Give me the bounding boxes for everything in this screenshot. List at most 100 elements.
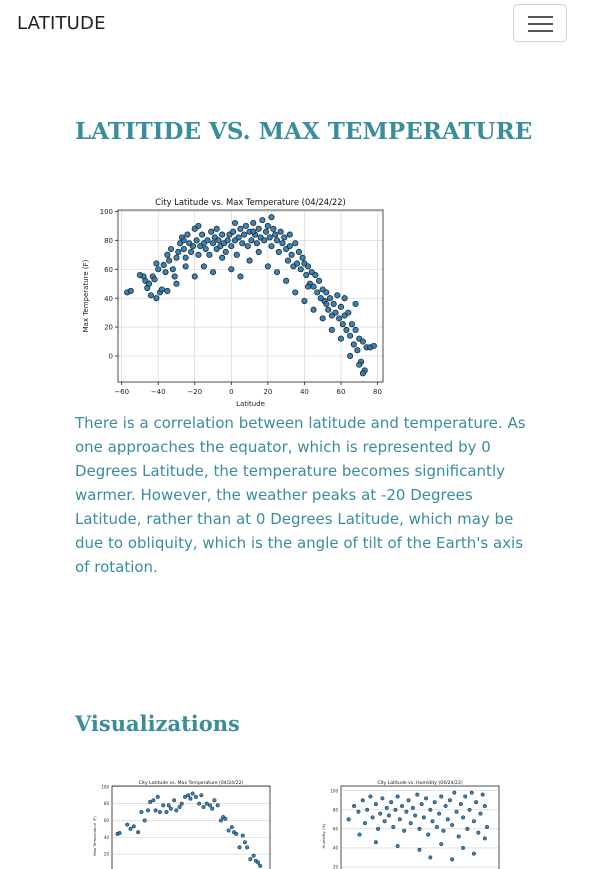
data-point <box>299 254 306 261</box>
navbar: LATITUDE <box>0 0 606 48</box>
data-point <box>326 295 334 302</box>
data-point <box>166 803 171 808</box>
data-point <box>245 845 250 850</box>
data-point <box>273 237 281 244</box>
data-point <box>450 823 455 828</box>
y-tick-label: 40 <box>104 295 113 303</box>
x-tick-label: 80 <box>373 388 382 396</box>
data-point <box>229 825 234 830</box>
data-point <box>218 818 223 823</box>
data-point <box>312 271 319 279</box>
navbar-brand[interactable]: LATITUDE <box>17 13 106 34</box>
data-point <box>240 833 245 838</box>
data-point <box>368 794 373 799</box>
data-point <box>284 257 292 264</box>
data-point <box>231 219 239 227</box>
data-point <box>128 826 133 831</box>
data-point <box>336 315 343 322</box>
data-point <box>426 832 431 837</box>
y-tick-label: 0 <box>109 353 113 361</box>
data-point <box>347 352 354 360</box>
data-point <box>286 231 293 238</box>
data-point <box>354 347 361 354</box>
data-point <box>393 807 398 812</box>
data-point <box>212 798 217 803</box>
data-point <box>480 792 485 797</box>
data-point <box>233 251 240 258</box>
data-point <box>315 277 323 284</box>
data-point <box>310 306 317 313</box>
chart-title: City Latitude vs. Max Temperature (04/24… <box>155 197 346 207</box>
data-point <box>456 834 461 839</box>
data-point <box>437 811 442 816</box>
thumbnail-max-temperature-chart[interactable]: City Latitude vs. Max Temperature (04/24… <box>88 778 278 869</box>
data-point <box>146 280 153 287</box>
data-point <box>250 219 257 227</box>
data-point <box>454 809 459 814</box>
data-point <box>382 819 387 824</box>
data-point <box>399 803 405 809</box>
data-point <box>303 271 310 279</box>
data-point <box>188 796 193 801</box>
data-point <box>348 321 355 328</box>
data-point <box>286 243 293 250</box>
data-point <box>339 321 346 328</box>
data-point <box>476 830 481 835</box>
data-point <box>391 824 396 829</box>
data-point <box>161 803 166 808</box>
data-point <box>270 225 277 232</box>
data-point <box>167 245 175 253</box>
data-point <box>295 248 302 255</box>
data-point <box>215 803 220 808</box>
data-point <box>404 809 409 814</box>
x-tick-label: 20 <box>263 388 272 396</box>
data-point <box>408 821 413 826</box>
data-point <box>153 295 160 302</box>
data-point <box>239 240 246 247</box>
data-point <box>323 300 330 307</box>
data-point <box>206 251 213 258</box>
data-point <box>266 234 273 241</box>
thumbnail-humidity-chart[interactable]: City Latitude vs. Humidity (04/24/22) 20 4… <box>317 778 507 869</box>
y-tick-label: 60 <box>333 826 339 831</box>
data-point <box>164 287 171 294</box>
data-point <box>209 240 217 247</box>
data-point <box>208 803 213 808</box>
data-point <box>250 228 257 235</box>
data-point <box>450 857 455 862</box>
data-point <box>288 251 295 258</box>
data-point <box>337 335 345 342</box>
section-heading-visualizations: Visualizations <box>75 711 240 736</box>
data-point <box>469 790 474 795</box>
navbar-toggle-button[interactable] <box>513 4 567 42</box>
data-point <box>356 361 363 368</box>
data-point <box>237 273 244 280</box>
data-point <box>125 822 130 827</box>
data-point <box>228 266 235 273</box>
data-point <box>447 798 452 803</box>
data-point <box>386 813 391 818</box>
data-point <box>195 251 202 258</box>
data-point <box>428 855 433 860</box>
data-point <box>180 245 187 253</box>
x-tick-label: 0 <box>229 388 233 396</box>
data-point <box>380 796 385 801</box>
plot-frame <box>117 209 384 383</box>
data-point <box>419 802 424 807</box>
y-tick-label: 20 <box>104 852 110 857</box>
data-point <box>193 237 200 244</box>
data-point <box>251 853 256 858</box>
data-point <box>467 807 472 812</box>
y-tick-label: 40 <box>104 835 110 840</box>
data-point <box>172 798 177 803</box>
data-point <box>153 260 160 267</box>
data-point <box>230 228 237 235</box>
y-tick-label: 20 <box>333 864 339 869</box>
y-tick-label: 60 <box>104 818 110 823</box>
data-point <box>310 283 317 290</box>
data-point <box>204 801 209 806</box>
data-point <box>255 860 261 865</box>
data-point <box>117 831 122 836</box>
data-point <box>182 254 189 261</box>
data-point <box>169 266 176 273</box>
